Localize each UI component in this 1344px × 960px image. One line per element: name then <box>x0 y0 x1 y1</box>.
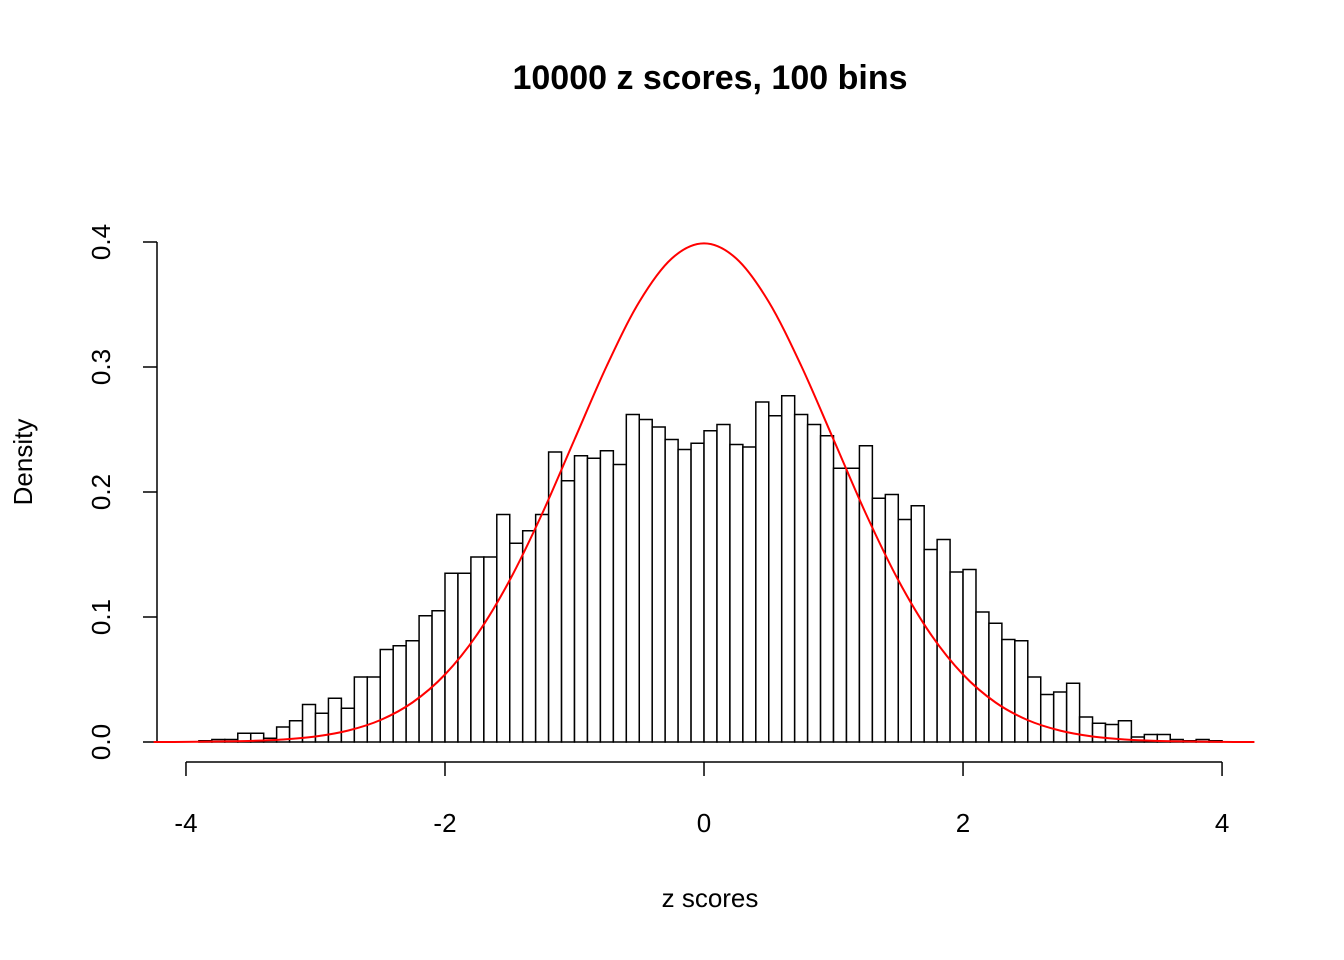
y-tick-label: 0.4 <box>86 224 116 260</box>
x-axis-label: z scores <box>662 883 759 913</box>
bar <box>884 493 900 743</box>
bar <box>755 401 770 743</box>
bar <box>586 457 602 743</box>
bar <box>677 448 692 743</box>
bar <box>470 556 485 743</box>
bar <box>1117 720 1133 743</box>
y-axis-label: Density <box>8 419 38 506</box>
bar <box>560 480 576 743</box>
bar <box>366 676 381 743</box>
bar <box>897 518 912 743</box>
bar <box>1065 682 1081 743</box>
bar <box>314 712 330 743</box>
bar <box>949 571 964 743</box>
bar <box>871 497 887 743</box>
bar <box>716 423 731 743</box>
bar <box>508 542 524 743</box>
y-tick-label: 0.0 <box>86 724 116 760</box>
bar <box>962 568 977 743</box>
bar <box>936 538 951 743</box>
bar <box>1001 638 1016 743</box>
chart-title: 10000 z scores, 100 bins <box>512 59 907 97</box>
bar <box>651 426 666 743</box>
density-curve <box>153 242 1255 743</box>
y-tick-label: 0.1 <box>86 599 116 635</box>
bar <box>392 645 407 743</box>
bar <box>975 611 990 743</box>
y-tick-label: 0.3 <box>86 349 116 385</box>
bar <box>353 676 369 743</box>
x-tick-label: -4 <box>174 808 197 838</box>
bar <box>612 463 628 743</box>
bar <box>405 640 420 743</box>
bar <box>1039 693 1055 743</box>
bar <box>690 442 705 743</box>
y-tick-label: 0.2 <box>86 474 116 510</box>
bar <box>496 513 511 743</box>
bar <box>793 413 809 743</box>
bar <box>483 556 498 743</box>
x-tick-label: -2 <box>433 808 456 838</box>
bar <box>1078 716 1094 743</box>
bar <box>534 513 550 743</box>
x-tick-label: 2 <box>956 808 970 838</box>
bar <box>988 622 1003 743</box>
bar <box>379 648 394 743</box>
bar <box>1091 722 1107 743</box>
bar <box>858 445 874 743</box>
bar <box>664 438 679 743</box>
bar <box>729 443 744 743</box>
bar <box>340 707 356 743</box>
bar <box>521 530 537 743</box>
bar <box>819 435 835 743</box>
bar <box>703 430 718 743</box>
bar <box>832 467 848 743</box>
bar <box>1014 640 1029 743</box>
bar <box>444 572 459 743</box>
bar <box>599 450 615 743</box>
bar <box>923 548 938 743</box>
bar <box>845 467 861 743</box>
x-tick-label: 4 <box>1215 808 1229 838</box>
bar <box>573 455 589 743</box>
bar <box>418 615 433 743</box>
bar <box>1027 676 1042 743</box>
bar <box>780 395 796 743</box>
bar <box>625 413 641 743</box>
bar <box>742 446 757 743</box>
bar <box>1052 691 1068 743</box>
bar <box>327 697 343 743</box>
bar <box>638 418 653 743</box>
x-tick-label: 0 <box>697 808 711 838</box>
bar <box>910 505 925 743</box>
bar <box>768 415 783 743</box>
bar <box>806 423 822 743</box>
